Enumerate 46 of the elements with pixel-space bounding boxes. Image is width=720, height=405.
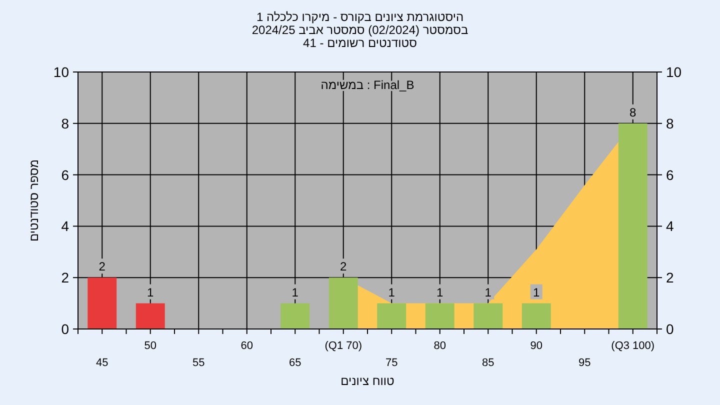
x-tick-label: 95 — [578, 357, 591, 369]
x-tick-label: 60 — [240, 340, 253, 352]
data-label: 1 — [147, 285, 154, 300]
y2-tick-label: 0 — [666, 321, 674, 337]
y-axis-title: מספר סטודנטים — [27, 159, 41, 242]
bar — [522, 303, 551, 329]
x-tick-label: 45 — [96, 357, 108, 369]
y2-tick-label: 2 — [666, 270, 674, 286]
y2-tick-label: 4 — [666, 218, 674, 234]
y2-tick-label: 6 — [666, 166, 674, 183]
x-tick-label: 65 — [289, 357, 302, 369]
x-tick-label: 90 — [530, 340, 542, 352]
y-tick-label: 8 — [61, 115, 70, 132]
x-axis-title: טווח ציונים — [340, 374, 395, 388]
y-tick-label: 2 — [61, 270, 70, 286]
chart-title: היסטוגרמת ציונים בקורס - מיקרו כלכלה 1 — [256, 10, 464, 24]
data-label: 1 — [436, 285, 444, 300]
data-label: 8 — [630, 105, 637, 120]
x-tick-label: (Q1 70) — [324, 340, 362, 352]
y2-tick-label: 10 — [666, 64, 682, 80]
y-tick-label: 0 — [61, 321, 70, 337]
chart-subtitle: בסמסטר (02/2024) סמסטר אביב 2024/25 סטודנטים רשומים - 41 — [252, 23, 468, 50]
y2-tick-label: 8 — [666, 115, 674, 132]
y-tick-label: 10 — [53, 64, 70, 80]
bar — [328, 278, 358, 329]
bar — [425, 303, 454, 329]
bar — [88, 278, 117, 329]
x-tick-label: 50 — [144, 340, 156, 352]
data-label: 2 — [340, 260, 348, 274]
y-tick-label: 4 — [61, 218, 70, 234]
x-tick-label: 75 — [386, 357, 398, 369]
x-tick-label: 85 — [482, 357, 494, 369]
data-label: 2 — [98, 260, 106, 274]
x-tick-label: 55 — [192, 357, 205, 369]
bar — [136, 303, 165, 329]
bar — [280, 303, 310, 329]
data-label: 1 — [533, 285, 540, 300]
data-label: 1 — [388, 285, 396, 300]
x-tick-label: 80 — [434, 340, 446, 352]
bar — [474, 303, 503, 329]
y-tick-label: 6 — [61, 166, 70, 183]
data-label: 1 — [484, 285, 492, 300]
bar — [618, 123, 648, 329]
data-label: 1 — [292, 285, 299, 300]
bar — [377, 303, 406, 329]
x-tick-label: (Q3 100) — [611, 340, 655, 352]
